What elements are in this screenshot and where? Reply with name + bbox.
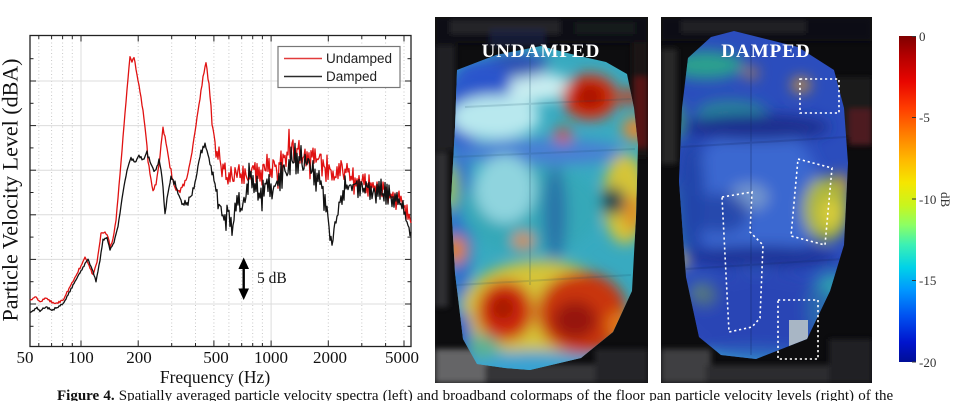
svg-text:500: 500 — [203, 348, 229, 367]
svg-text:5 dB: 5 dB — [257, 270, 287, 287]
svg-text:Frequency (Hz): Frequency (Hz) — [160, 367, 270, 387]
svg-text:1000: 1000 — [254, 348, 288, 367]
svg-text:200: 200 — [126, 348, 152, 367]
svg-text:Particle Velocity Level (dBA): Particle Velocity Level (dBA) — [0, 59, 23, 322]
svg-text:100: 100 — [68, 348, 94, 367]
svg-text:UNDAMPED: UNDAMPED — [482, 41, 601, 62]
svg-text:2000: 2000 — [313, 348, 347, 367]
svg-text:DAMPED: DAMPED — [721, 41, 810, 62]
svg-text:50: 50 — [17, 348, 34, 367]
svg-text:Undamped: Undamped — [326, 51, 392, 66]
svg-text:Damped: Damped — [326, 69, 377, 84]
svg-text:5000: 5000 — [385, 348, 419, 367]
